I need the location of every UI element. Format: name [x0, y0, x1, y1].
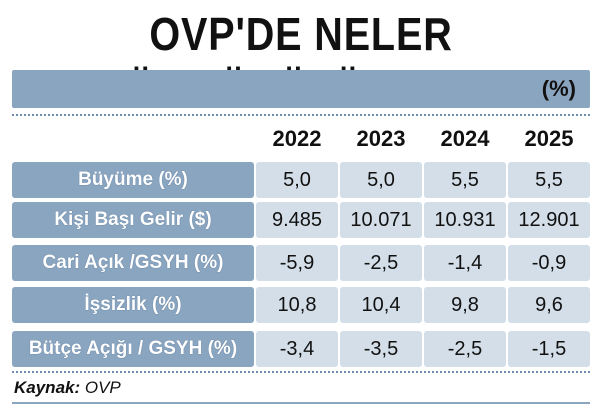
- table-cell: 10.931: [424, 202, 506, 238]
- unit-bar: (%): [12, 70, 590, 108]
- table-cell: -3,5: [340, 331, 422, 367]
- table-row: Cari Açık /GSYH (%) -5,9 -2,5 -1,4 -0,9: [12, 245, 590, 281]
- unit-label: (%): [541, 76, 576, 101]
- table-row: Bütçe Açığı / GSYH (%) -3,4 -3,5 -2,5 -1…: [12, 331, 590, 367]
- bottom-rule: [12, 402, 590, 404]
- table-cell: 5,5: [508, 162, 590, 198]
- divider: [12, 371, 590, 373]
- table-cell: 5,0: [340, 162, 422, 198]
- source-value: OVP: [84, 378, 121, 397]
- table-cell: 10.071: [340, 202, 422, 238]
- table-cell: 5,0: [256, 162, 338, 198]
- table-cell: 9,6: [508, 287, 590, 323]
- table-cell: -3,4: [256, 331, 338, 367]
- source-note: Kaynak: OVP: [14, 378, 121, 398]
- divider: [12, 114, 590, 116]
- table-cell: 10,4: [340, 287, 422, 323]
- table-cell: 9,8: [424, 287, 506, 323]
- row-label: Cari Açık /GSYH (%): [12, 245, 254, 281]
- source-label: Kaynak:: [14, 378, 81, 397]
- table-cell: 9.485: [256, 202, 338, 238]
- table-row: İşsizlik (%) 10,8 10,4 9,8 9,6: [12, 287, 590, 323]
- row-label: Büyüme (%): [12, 162, 254, 198]
- table-cell: -5,9: [256, 245, 338, 281]
- table-cell: -0,9: [508, 245, 590, 281]
- year-header-2022: 2022: [272, 126, 322, 151]
- year-header-2025: 2025: [524, 126, 574, 151]
- table-row: Kişi Başı Gelir ($) 9.485 10.071 10.931 …: [12, 202, 590, 238]
- table-cell: 5,5: [424, 162, 506, 198]
- row-label: Bütçe Açığı / GSYH (%): [12, 331, 254, 367]
- table-cell: 12.901: [508, 202, 590, 238]
- table-cell: -2,5: [340, 245, 422, 281]
- table-row: Büyüme (%) 5,0 5,0 5,5 5,5: [12, 162, 590, 198]
- year-header-2024: 2024: [440, 126, 490, 151]
- row-label: Kişi Başı Gelir ($): [12, 202, 254, 238]
- table-cell: 10,8: [256, 287, 338, 323]
- table-cell: -1,4: [424, 245, 506, 281]
- table-cell: -1,5: [508, 331, 590, 367]
- table-cell: -2,5: [424, 331, 506, 367]
- year-header-2023: 2023: [356, 126, 406, 151]
- row-label: İşsizlik (%): [12, 287, 254, 323]
